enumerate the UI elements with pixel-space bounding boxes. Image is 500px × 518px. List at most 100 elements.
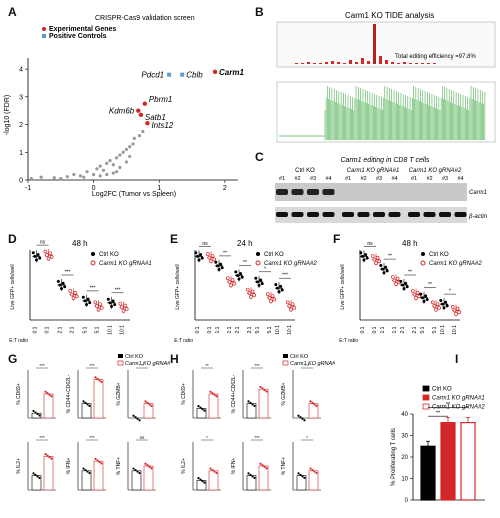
i-legend-label: Ctrl KO [432, 387, 452, 393]
kill-point [209, 259, 213, 264]
kill-legend-ko-dot [90, 260, 96, 266]
blot-carm1-strip [275, 183, 467, 201]
kill-title: 48 h [402, 239, 418, 248]
blot-actin-strip [275, 207, 467, 223]
blot-carm1-band [307, 189, 319, 195]
kill-point [61, 281, 65, 285]
kill-point [240, 275, 244, 279]
panel-a-x-tick-label: -1 [25, 185, 31, 192]
kill-point [269, 299, 273, 304]
i-bar [460, 421, 476, 501]
blot-lane-label: #2 [426, 176, 432, 182]
multi-point [146, 401, 149, 404]
kill-point [45, 253, 49, 257]
multi-point [309, 467, 312, 470]
kill-legend-ko: Carm1 KO gRNA#2 [429, 261, 482, 267]
tide-bar [307, 62, 310, 64]
multi-bar-ctrl [246, 403, 257, 419]
panel-a-point [52, 176, 56, 180]
kill-tick-label: 2:1 [412, 326, 418, 333]
multi-bar-ko [308, 470, 319, 491]
multi-legend-ko-swatch [282, 360, 289, 366]
multi-bar-ctrl [81, 403, 92, 419]
multi-point [253, 404, 256, 407]
kill-point [382, 271, 386, 275]
panel-a-point [98, 164, 102, 168]
kill-point [442, 306, 446, 310]
multi-bar-ctrl [296, 475, 307, 491]
kill-point [70, 292, 74, 297]
kill-title: 48 h [72, 239, 88, 248]
kill-point [405, 285, 409, 289]
kill-point [232, 281, 237, 286]
multi-ylabel: % IL2+ [181, 458, 187, 474]
kill-legend-ctrl-dot [421, 252, 425, 256]
kill-point [290, 302, 295, 307]
kill-sig-label: * [449, 289, 451, 295]
kill-point [267, 295, 272, 300]
kill-point [38, 256, 42, 260]
blot-lane-label: #1 [411, 176, 417, 182]
kill-point [195, 254, 199, 258]
kill-legend-ko-dot [420, 260, 426, 266]
i-bar [420, 445, 436, 501]
multi-point [313, 403, 316, 406]
kill-tick-label: 5:1 [95, 326, 101, 333]
tide-bar [367, 61, 370, 64]
panel-a-point [137, 134, 142, 138]
blot-actin-band [423, 212, 436, 217]
multi-sig-label: *** [254, 435, 260, 440]
multi-point [311, 401, 314, 404]
tide-bar [397, 63, 400, 64]
kill-point [93, 300, 98, 305]
panel-a-point [65, 175, 69, 179]
kill-point [212, 257, 217, 262]
kill-point [452, 308, 457, 313]
panel-a-point [105, 172, 109, 177]
panel-a-gene-point [142, 101, 148, 106]
kill-ylabel: Live GFP+ cells/well [340, 264, 346, 309]
kill-sig-label: ** [243, 260, 247, 266]
kill-point [43, 249, 48, 254]
i-legend-swatch [422, 385, 430, 392]
tide-top-bars [295, 24, 436, 64]
multi-bar-ctrl [131, 470, 142, 491]
kill-point [400, 283, 404, 287]
multi-point [96, 459, 99, 462]
kill-point [455, 306, 460, 311]
blot-carm1-band [291, 189, 304, 195]
kill-point [85, 303, 88, 307]
kill-point [399, 279, 403, 283]
kill-point [123, 303, 127, 308]
kill-point [362, 258, 366, 262]
panel-label-g: G [8, 352, 18, 366]
kill-point [412, 292, 417, 297]
tide-bar [427, 63, 430, 64]
kill-point [260, 282, 264, 286]
multi-point [98, 379, 101, 382]
kill-ylabel: Live GFP+ cells/well [175, 264, 181, 309]
multi-bar-ko [143, 403, 154, 419]
kill-point [425, 298, 429, 302]
panel-a-chart: CRISPR-Cas9 validation screen Experiment… [4, 15, 244, 198]
blot-actin-band [276, 212, 288, 217]
kill-point [420, 296, 424, 300]
kill-tick-label: 10:1 [275, 325, 281, 335]
kill-point [370, 254, 375, 258]
tide-bar [373, 24, 376, 64]
kill-point [86, 297, 90, 301]
multi-point [253, 476, 256, 479]
multi-point [94, 457, 97, 461]
kill-tick-label: 0:1 [195, 326, 201, 333]
multi-sig-label: *** [254, 363, 260, 368]
kill-sig-label: *** [65, 270, 71, 276]
kill-tick-label: 5:1 [432, 326, 438, 333]
multi-ylabel: % IFN+ [66, 458, 72, 475]
kill-tick-label: 2:1 [247, 326, 253, 333]
panel-a-point [111, 171, 115, 175]
kill-point [379, 263, 383, 267]
multi-legend-ctrl: Ctrl KO [125, 354, 144, 360]
multi-ylabel: % CD69+ [16, 383, 22, 405]
panel-a-point [105, 161, 109, 165]
kill-sig-label: * [264, 266, 266, 272]
